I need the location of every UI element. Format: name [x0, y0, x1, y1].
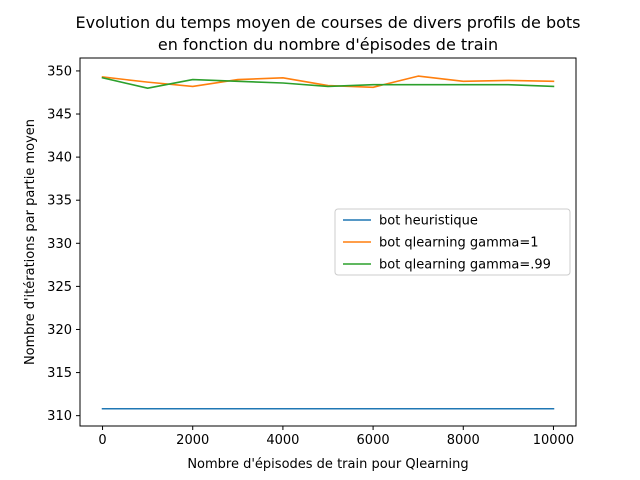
x-axis: 0 2000 4000 6000 8000 10000: [98, 426, 574, 448]
y-tick-label: 320: [47, 323, 72, 338]
y-tick-label: 315: [47, 366, 72, 381]
series-lines: [101, 75, 555, 410]
x-tick-label: 6000: [357, 433, 390, 448]
legend: bot heuristique bot qlearning gamma=1 bot …: [334, 208, 571, 276]
series-line-3: [101, 76, 555, 89]
x-tick-label: 4000: [266, 433, 299, 448]
x-axis-title: Nombre d'épisodes de train pour Qlearnin…: [187, 457, 468, 472]
legend-entry-label: bot qlearning gamma=.99: [379, 258, 551, 273]
legend-box: [334, 208, 571, 276]
legend-entry-label: bot heuristique: [379, 214, 478, 229]
x-tick-label: 2000: [176, 433, 209, 448]
legend-entry-label: bot qlearning gamma=1: [379, 236, 539, 251]
x-tick-label: 10000: [533, 433, 574, 448]
y-axis-title: Nombre d'itérations par partie moyen: [23, 119, 38, 365]
x-tick-label: 0: [98, 433, 106, 448]
series-line-2: [101, 75, 555, 89]
y-tick-label: 340: [47, 151, 72, 166]
y-tick-label: 325: [47, 280, 72, 295]
x-tick-label: 8000: [447, 433, 480, 448]
y-tick-label: 310: [47, 409, 72, 424]
y-tick-label: 350: [47, 64, 72, 79]
y-tick-label: 345: [47, 108, 72, 123]
chart-title-line-1: Evolution du temps moyen de courses de d…: [75, 13, 580, 32]
chart-title-line-2: en fonction du nombre d'épisodes de trai…: [158, 35, 498, 54]
y-tick-label: 330: [47, 237, 72, 252]
y-axis: 310 315 320 325 330 335 340 345 350: [47, 64, 80, 424]
plot-area-frame: [79, 57, 577, 427]
y-tick-label: 335: [47, 194, 72, 209]
